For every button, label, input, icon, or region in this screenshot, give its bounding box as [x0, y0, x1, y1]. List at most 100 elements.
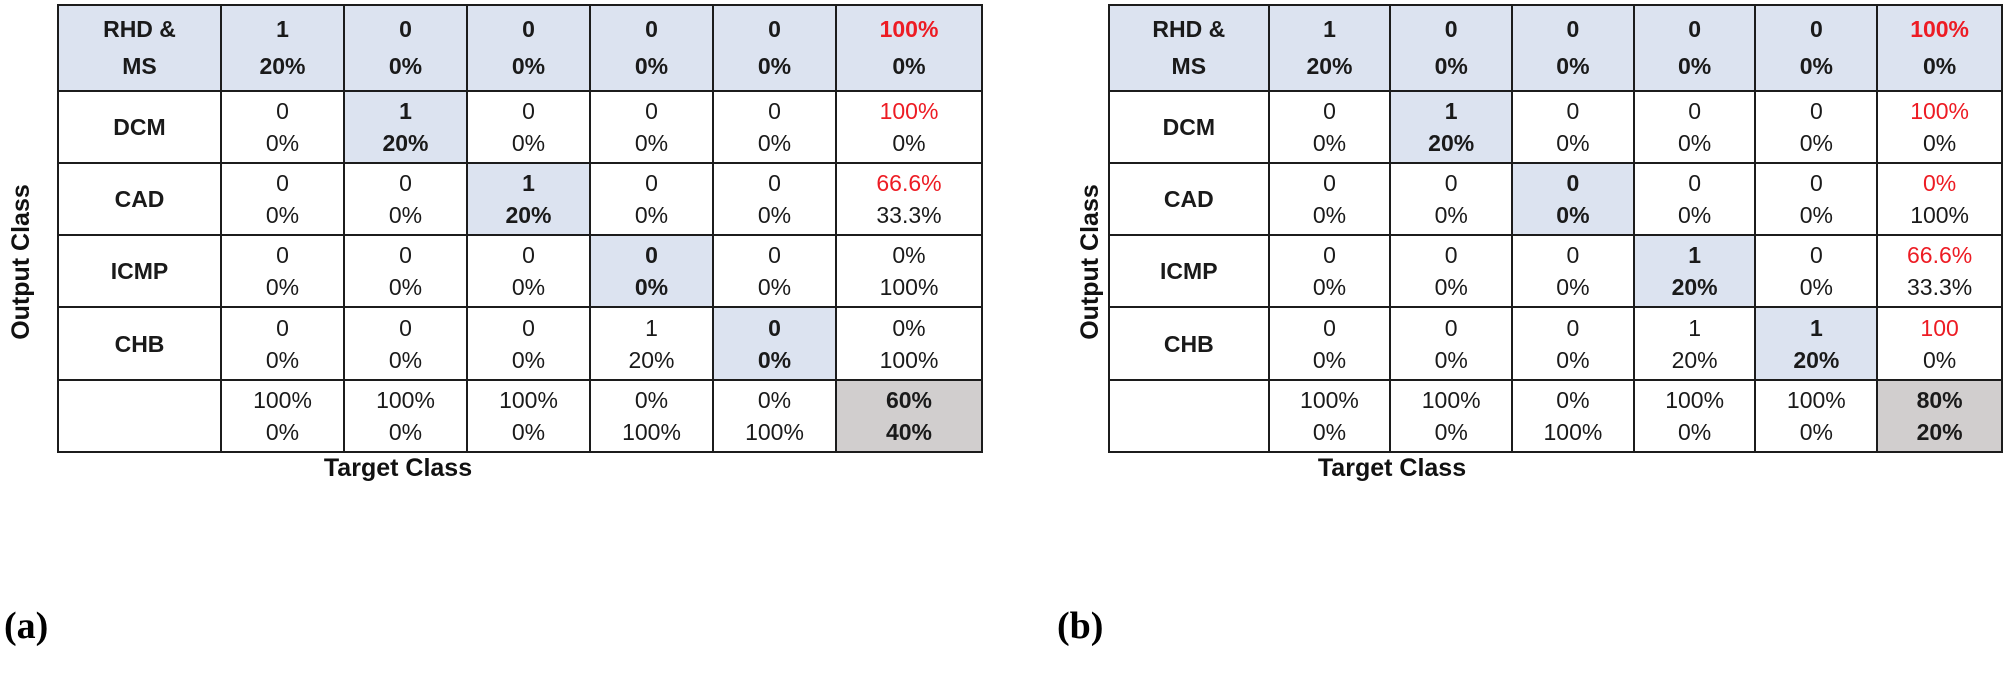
matrix-cell: 0 0% [1754, 162, 1879, 236]
matrix-cell: 100% 0% [1389, 379, 1514, 453]
matrix-cell: 0 0% [1267, 234, 1392, 308]
matrix-cell: 0 0% [466, 306, 591, 381]
matrix-row: RHD & MS 1 20% 0 0% 0 0% 0 0% 0 0% 100% 0% [1108, 4, 2003, 92]
matrix-cell: 100% 0% [1632, 379, 1757, 453]
matrix-row: RHD & MS 1 20% 0 0% 0 0% 0 0% 0 0% 100% 0% [57, 4, 983, 92]
matrix-cell: 0 0% [1511, 162, 1635, 236]
matrix-cell: 0% 100% [1876, 162, 2003, 236]
matrix-cell: 0% 100% [589, 379, 714, 453]
matrix-cell: 0 0% [712, 162, 837, 236]
matrix-cell: 66.6% 33.3% [1876, 234, 2003, 308]
matrix-cell: 0% 100% [835, 234, 983, 308]
subfigure-caption-b: (b) [1057, 605, 1104, 647]
matrix-cell: 0 0% [1511, 234, 1635, 308]
matrix-cell: 0 0% [220, 234, 345, 308]
y-axis-label-a: Output Class [7, 184, 35, 340]
matrix-cell: 1 20% [1754, 306, 1879, 381]
confusion-matrix-table-a: RHD & MS 1 20% 0 0% 0 0% 0 0% 0 0% 100% 0% DCM 0 0% 1 20% 0… [57, 4, 983, 453]
matrix-cell: 100% 0% [1267, 379, 1392, 453]
matrix-cell: 0% 100% [835, 306, 983, 381]
row-label: RHD & MS [1108, 4, 1270, 92]
matrix-cell: 100% 0% [835, 90, 983, 164]
matrix-cell: 0 0% [343, 4, 468, 92]
matrix-cell: 0 0% [589, 162, 714, 236]
matrix-cell: 0 0% [220, 162, 345, 236]
matrix-row: DCM 0 0% 1 20% 0 0% 0 0% 0 0% 100% 0% [57, 90, 983, 164]
matrix-cell: 0 0% [220, 306, 345, 381]
row-label: ICMP [57, 234, 222, 308]
matrix-cell: 0 0% [1632, 162, 1757, 236]
row-label-empty [1108, 379, 1270, 453]
y-axis-label-b: Output Class [1076, 184, 1104, 340]
matrix-row: ICMP 0 0% 0 0% 0 0% 1 20% 0 0% 66.6% 33.3% [1108, 234, 2003, 308]
matrix-cell: 0 0% [466, 90, 591, 164]
matrix-row: 100% 0% 100% 0% 0% 100% 100% 0% 100% 0% 80% 20% [1108, 379, 2003, 453]
matrix-cell: 0 0% [1632, 4, 1757, 92]
matrix-cell: 100 0% [1876, 306, 2003, 381]
matrix-cell: 1 20% [1267, 4, 1392, 92]
matrix-cell: 0 0% [712, 306, 837, 381]
confusion-matrix-panel-a: Output Class RHD & MS 1 20% 0 0% 0 0% 0 0% 0 0% 100%… [0, 0, 1000, 680]
matrix-cell: 0 0% [712, 90, 837, 164]
matrix-row: CHB 0 0% 0 0% 0 0% 1 20% 0 0% 0% 100% [57, 306, 983, 381]
matrix-cell: 0 0% [1754, 4, 1879, 92]
matrix-cell: 0 0% [1754, 234, 1879, 308]
matrix-cell: 100% 0% [835, 4, 983, 92]
matrix-cell: 1 20% [466, 162, 591, 236]
matrix-cell: 0 0% [712, 234, 837, 308]
matrix-cell: 1 20% [1389, 90, 1514, 164]
matrix-cell: 0 0% [589, 90, 714, 164]
matrix-cell: 0 0% [343, 234, 468, 308]
matrix-cell: 80% 20% [1876, 379, 2003, 453]
matrix-row: CAD 0 0% 0 0% 1 20% 0 0% 0 0% 66.6% 33.3% [57, 162, 983, 236]
matrix-cell: 0 0% [1511, 90, 1635, 164]
matrix-row: CAD 0 0% 0 0% 0 0% 0 0% 0 0% 0% 100% [1108, 162, 2003, 236]
matrix-cell: 100% 0% [1754, 379, 1879, 453]
confusion-matrix-table-b: RHD & MS 1 20% 0 0% 0 0% 0 0% 0 0% 100% 0% DCM 0 0% 1 20% 0… [1108, 4, 2003, 453]
matrix-cell: 0 0% [1389, 306, 1514, 381]
matrix-cell: 0 0% [466, 234, 591, 308]
confusion-matrix-panel-b: Output Class RHD & MS 1 20% 0 0% 0 0% 0 0% 0 0% 100%… [1000, 0, 2003, 680]
matrix-cell: 0 0% [1511, 306, 1635, 381]
matrix-cell: 0 0% [1754, 90, 1879, 164]
x-axis-label-a: Target Class [323, 454, 473, 482]
matrix-row: DCM 0 0% 1 20% 0 0% 0 0% 0 0% 100% 0% [1108, 90, 2003, 164]
matrix-cell: 0 0% [1389, 4, 1514, 92]
row-label: RHD & MS [57, 4, 222, 92]
matrix-cell: 1 20% [1632, 234, 1757, 308]
matrix-cell: 0 0% [220, 90, 345, 164]
subfigure-caption-a: (a) [4, 605, 49, 647]
matrix-cell: 0 0% [1511, 4, 1635, 92]
matrix-cell: 1 20% [220, 4, 345, 92]
row-label: ICMP [1108, 234, 1270, 308]
row-label: DCM [1108, 90, 1270, 164]
matrix-row: 100% 0% 100% 0% 100% 0% 0% 100% 0% 100% 60% 40% [57, 379, 983, 453]
matrix-cell: 0 0% [712, 4, 837, 92]
matrix-cell: 0% 100% [712, 379, 837, 453]
matrix-cell: 100% 0% [220, 379, 345, 453]
matrix-cell: 0 0% [1267, 162, 1392, 236]
matrix-cell: 0 0% [343, 306, 468, 381]
row-label-empty [57, 379, 222, 453]
matrix-cell: 100% 0% [1876, 4, 2003, 92]
row-label: CHB [57, 306, 222, 381]
matrix-cell: 1 20% [343, 90, 468, 164]
matrix-cell: 0% 100% [1511, 379, 1635, 453]
matrix-row: CHB 0 0% 0 0% 0 0% 1 20% 1 20% 100 0% [1108, 306, 2003, 381]
row-label: CHB [1108, 306, 1270, 381]
matrix-cell: 0 0% [1389, 162, 1514, 236]
matrix-cell: 0 0% [1267, 90, 1392, 164]
matrix-cell: 0 0% [1632, 90, 1757, 164]
row-label: CAD [57, 162, 222, 236]
matrix-row: ICMP 0 0% 0 0% 0 0% 0 0% 0 0% 0% 100% [57, 234, 983, 308]
row-label: CAD [1108, 162, 1270, 236]
matrix-cell: 1 20% [589, 306, 714, 381]
matrix-cell: 0 0% [1389, 234, 1514, 308]
matrix-cell: 100% 0% [466, 379, 591, 453]
matrix-cell: 1 20% [1632, 306, 1757, 381]
matrix-cell: 0 0% [589, 4, 714, 92]
matrix-cell: 66.6% 33.3% [835, 162, 983, 236]
matrix-cell: 0 0% [1267, 306, 1392, 381]
matrix-cell: 0 0% [466, 4, 591, 92]
